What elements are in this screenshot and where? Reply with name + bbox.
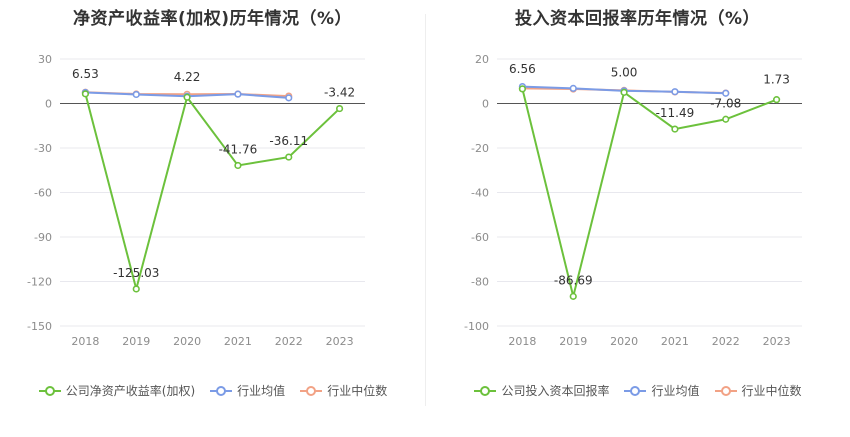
data-label: -125.03 bbox=[113, 266, 159, 280]
data-point-company bbox=[569, 292, 577, 300]
data-label: -36.11 bbox=[269, 134, 308, 148]
roic-chart-panel: 投入资本回报率历年情况（%） 20 0 -20 -40 -60 -80 -100 2018 20… bbox=[425, 0, 850, 437]
data-point-company bbox=[518, 85, 527, 93]
x-tick-label: 2021 bbox=[224, 335, 252, 348]
legend-item-industry-median[interactable]: 行业中位数 bbox=[299, 382, 387, 399]
y-tick-label: -20 bbox=[471, 142, 489, 155]
legend-line-marker-icon bbox=[474, 385, 497, 396]
data-label: 6.56 bbox=[509, 62, 536, 76]
x-tick-label: 2018 bbox=[508, 335, 536, 348]
data-point-company bbox=[234, 161, 242, 170]
data-label: -3.42 bbox=[324, 86, 355, 100]
legend-line-marker-icon bbox=[624, 385, 647, 396]
data-point-company bbox=[285, 153, 293, 161]
y-tick-label: 30 bbox=[38, 53, 52, 66]
y-tick-label: -30 bbox=[34, 142, 52, 155]
y-tick-label: -40 bbox=[471, 187, 489, 200]
data-point-industry_avg bbox=[722, 89, 730, 97]
legend-line-marker-icon bbox=[38, 385, 61, 396]
legend-label: 行业中位数 bbox=[741, 384, 802, 398]
y-tick-label: -150 bbox=[27, 320, 52, 333]
x-tick-label: 2023 bbox=[763, 335, 791, 348]
data-label: 5.00 bbox=[611, 65, 638, 79]
y-tick-label: -60 bbox=[471, 231, 489, 244]
y-tick-label: -90 bbox=[34, 231, 52, 244]
data-label: -41.76 bbox=[219, 142, 258, 156]
data-point-company bbox=[81, 90, 90, 98]
legend-label: 行业均值 bbox=[651, 384, 700, 398]
data-label: -11.49 bbox=[656, 106, 695, 120]
legend-item-company-roic[interactable]: 公司投入资本回报率 bbox=[473, 382, 609, 399]
series-line-company bbox=[521, 88, 777, 297]
data-point-company bbox=[335, 104, 344, 113]
data-label: -86.69 bbox=[554, 273, 593, 287]
legend-label: 行业中位数 bbox=[327, 384, 388, 398]
y-tick-label: 0 bbox=[45, 98, 52, 111]
y-tick-label: -100 bbox=[464, 320, 489, 333]
data-point-company bbox=[772, 96, 781, 104]
roe-chart-legend: 公司净资产收益率(加权) 行业均值 行业中位数 bbox=[0, 382, 425, 399]
roe-chart-panel: 净资产收益率(加权)历年情况（%） 30 0 -30 -60 -90 -120 -150 20… bbox=[0, 9, 425, 399]
legend-label: 公司投入资本回报率 bbox=[501, 384, 610, 398]
data-point-company bbox=[183, 93, 191, 101]
y-tick-label: -80 bbox=[471, 276, 489, 289]
roic-chart-title: 投入资本回报率历年情况（%） bbox=[514, 9, 761, 29]
data-point-industry_avg bbox=[132, 90, 140, 99]
x-tick-label: 2023 bbox=[326, 335, 354, 348]
data-point-company bbox=[722, 115, 730, 123]
roe-line-chart: 30 0 -30 -60 -90 -120 -150 2018 2019 2020 2021 2022… bbox=[27, 53, 365, 348]
data-label: 6.53 bbox=[72, 67, 99, 81]
legend-item-company-roe[interactable]: 公司净资产收益率(加权) bbox=[38, 382, 195, 399]
x-tick-label: 2019 bbox=[559, 335, 587, 348]
series-line-company bbox=[84, 93, 341, 293]
roic-line-chart: 20 0 -20 -40 -60 -80 -100 2018 2019 2020 2021 2022 2… bbox=[464, 53, 802, 348]
data-point-company bbox=[132, 285, 140, 293]
y-tick-label: -60 bbox=[34, 187, 52, 200]
data-point-industry_avg bbox=[671, 88, 679, 96]
legend-label: 行业均值 bbox=[237, 384, 286, 398]
y-tick-label: 0 bbox=[482, 98, 489, 111]
x-tick-label: 2020 bbox=[173, 335, 201, 348]
roic-chart-legend: 公司投入资本回报率 行业均值 行业中位数 bbox=[425, 382, 850, 399]
legend-item-industry-median[interactable]: 行业中位数 bbox=[714, 382, 802, 399]
data-label: 4.22 bbox=[174, 70, 201, 84]
data-label: 1.73 bbox=[763, 73, 790, 87]
legend-item-industry-avg[interactable]: 行业均值 bbox=[623, 382, 700, 399]
legend-line-marker-icon bbox=[300, 385, 323, 396]
x-tick-label: 2021 bbox=[661, 335, 689, 348]
data-point-industry_avg bbox=[285, 94, 293, 102]
data-point-company bbox=[671, 125, 679, 133]
x-tick-label: 2019 bbox=[122, 335, 150, 348]
x-tick-label: 2022 bbox=[712, 335, 740, 348]
legend-label: 公司净资产收益率(加权) bbox=[65, 384, 196, 398]
y-tick-label: -120 bbox=[27, 276, 52, 289]
data-label: -7.08 bbox=[710, 96, 741, 110]
x-tick-label: 2022 bbox=[275, 335, 303, 348]
roe-chart-title: 净资产收益率(加权)历年情况（%） bbox=[72, 9, 353, 29]
legend-line-marker-icon bbox=[714, 385, 737, 396]
panel-divider bbox=[425, 14, 426, 406]
legend-item-industry-avg[interactable]: 行业均值 bbox=[209, 382, 285, 399]
data-point-industry_avg bbox=[234, 90, 242, 98]
legend-line-marker-icon bbox=[210, 385, 233, 396]
data-point-company bbox=[620, 88, 628, 96]
data-point-industry_avg bbox=[569, 84, 577, 92]
y-tick-label: 20 bbox=[475, 53, 489, 66]
x-tick-label: 2018 bbox=[71, 335, 99, 348]
x-tick-label: 2020 bbox=[610, 335, 638, 348]
